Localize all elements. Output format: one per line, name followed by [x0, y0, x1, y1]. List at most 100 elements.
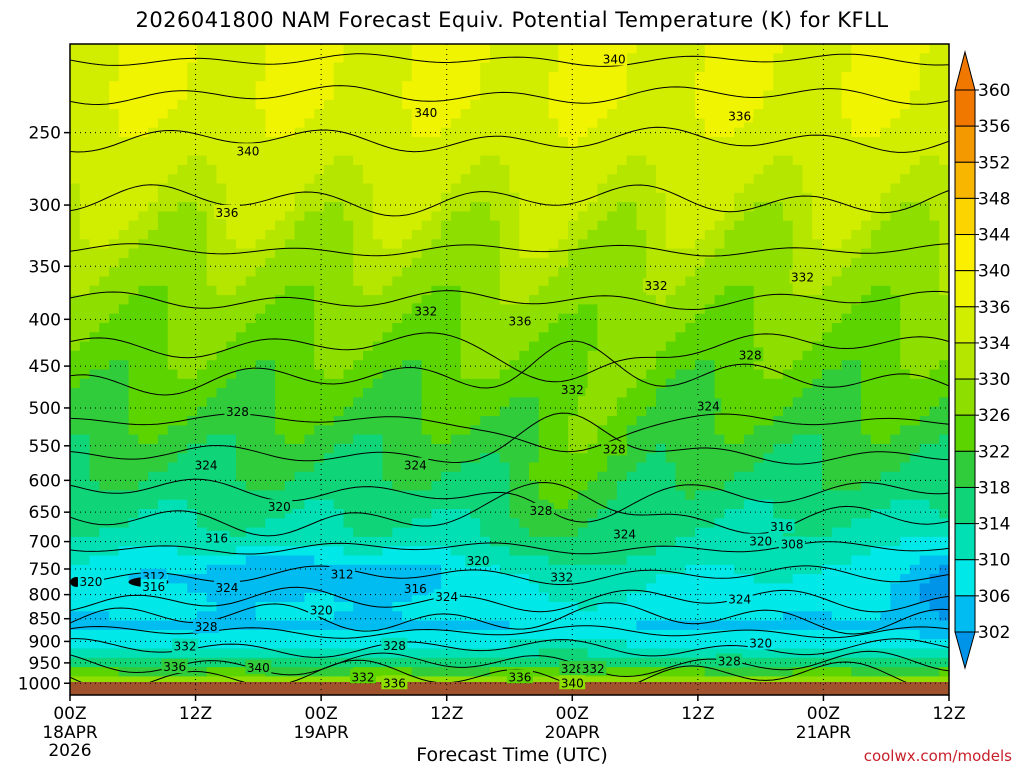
field-cell: [753, 527, 765, 538]
field-cell: [616, 146, 628, 157]
field-cell: [304, 555, 315, 566]
field-cell: [216, 453, 227, 464]
field-cell: [704, 183, 716, 194]
field-cell: [284, 443, 296, 454]
field-cell: [333, 295, 345, 305]
field-cell: [646, 648, 657, 659]
field-cell: [99, 341, 110, 352]
field-cell: [577, 583, 589, 594]
field-cell: [392, 527, 403, 538]
field-cell: [480, 462, 491, 473]
field-cell: [441, 536, 452, 547]
field-cell: [392, 99, 403, 110]
field-cell: [597, 202, 608, 212]
field-cell: [411, 509, 423, 519]
field-cell: [89, 499, 100, 510]
field-cell: [450, 267, 462, 278]
field-cell: [656, 416, 667, 426]
field-cell: [529, 657, 540, 668]
field-cell: [148, 285, 159, 296]
field-cell: [529, 611, 540, 622]
field-cell: [763, 285, 774, 296]
field-cell: [353, 81, 364, 92]
field-cell: [470, 267, 481, 278]
field-cell: [353, 257, 364, 268]
field-cell: [118, 416, 130, 426]
field-cell: [636, 481, 647, 491]
field-cell: [265, 295, 276, 305]
field-cell: [548, 53, 559, 64]
field-cell: [79, 629, 91, 640]
field-cell: [89, 155, 100, 166]
field-cell: [343, 276, 354, 287]
field-cell: [411, 211, 423, 222]
field-cell: [568, 499, 579, 510]
field-cell: [431, 350, 442, 361]
field-cell: [99, 267, 110, 278]
field-cell: [236, 276, 247, 287]
field-cell: [509, 230, 520, 240]
field-cell: [431, 676, 442, 687]
field-cell: [753, 267, 765, 278]
field-cell: [89, 220, 100, 231]
field-cell: [109, 90, 120, 101]
field-cell: [587, 118, 598, 129]
field-cell: [197, 369, 208, 380]
field-cell: [333, 443, 345, 454]
field-cell: [79, 323, 91, 333]
field-cell: [265, 425, 276, 436]
field-cell: [529, 574, 540, 584]
field-cell: [460, 155, 472, 166]
field-cell: [548, 416, 559, 426]
field-cell: [363, 546, 374, 557]
field-cell: [236, 388, 247, 398]
field-cell: [734, 564, 745, 575]
field-cell: [265, 434, 276, 445]
field-cell: [314, 360, 325, 371]
field-cell: [304, 676, 315, 687]
field-cell: [167, 164, 179, 175]
field-cell: [236, 443, 247, 454]
field-cell: [450, 462, 462, 473]
field-cell: [519, 127, 530, 138]
field-cell: [226, 536, 237, 547]
field-cell: [245, 90, 257, 101]
field-cell: [636, 81, 647, 92]
field-cell: [216, 71, 227, 82]
field-cell: [89, 295, 100, 305]
field-cell: [734, 53, 745, 64]
field-cell: [656, 406, 667, 417]
field-cell: [392, 90, 403, 101]
field-cell: [372, 174, 384, 185]
field-cell: [109, 471, 120, 482]
field-cell: [626, 295, 638, 305]
field-cell: [402, 592, 413, 603]
field-cell: [714, 285, 725, 296]
field-cell: [372, 164, 384, 175]
field-cell: [372, 230, 384, 240]
field-cell: [607, 648, 618, 659]
field-cell: [255, 583, 266, 594]
field-cell: [587, 536, 598, 547]
field-cell: [275, 313, 286, 324]
field-cell: [499, 99, 511, 110]
field-cell: [402, 127, 413, 138]
field-cell: [343, 323, 354, 333]
field-cell: [450, 257, 462, 268]
field-cell: [743, 471, 755, 482]
field-cell: [656, 341, 667, 352]
field-cell: [753, 285, 765, 296]
field-cell: [490, 220, 501, 231]
field-cell: [109, 620, 120, 631]
field-cell: [343, 230, 354, 240]
field-cell: [206, 44, 218, 54]
field-cell: [275, 137, 286, 147]
field-cell: [519, 583, 530, 594]
field-cell: [509, 657, 520, 668]
field-cell: [734, 183, 745, 194]
field-cell: [167, 509, 179, 519]
field-cell: [372, 62, 384, 73]
field-cell: [148, 81, 159, 92]
field-cell: [70, 174, 81, 185]
field-cell: [519, 81, 530, 92]
